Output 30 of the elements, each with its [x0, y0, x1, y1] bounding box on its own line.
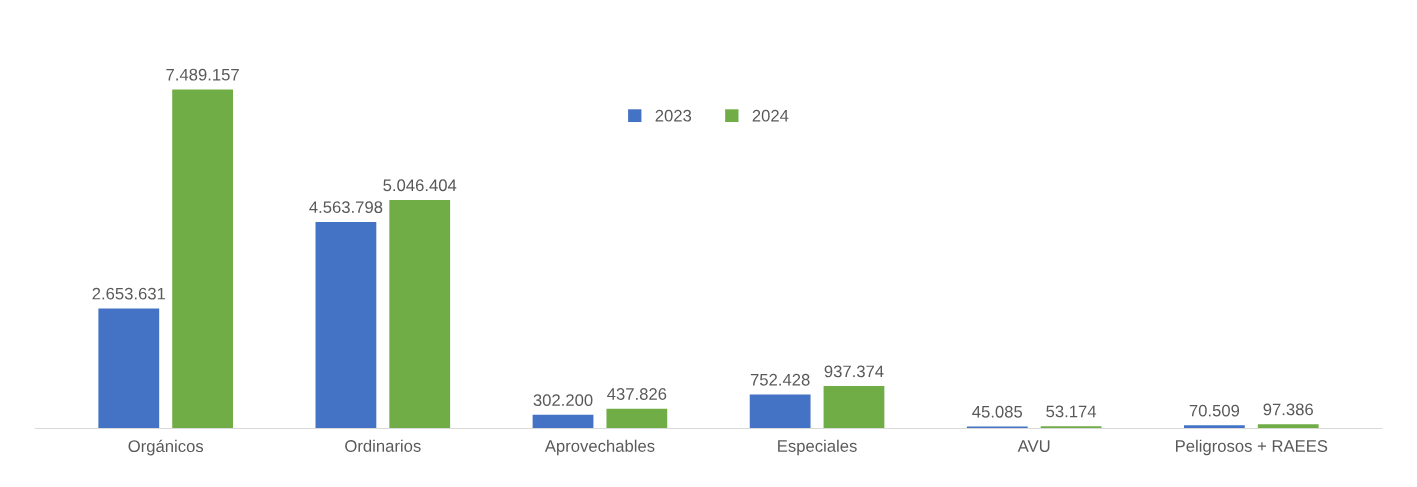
x-tick-label: Ordinarios [345, 439, 421, 452]
bar [1183, 425, 1245, 429]
data-label: 70.509 [1189, 404, 1240, 417]
data-label: 752.428 [750, 373, 810, 386]
data-label: 437.826 [607, 388, 667, 400]
bar [749, 394, 811, 429]
bar [315, 221, 377, 429]
bar [606, 408, 668, 429]
legend-label: 2024 [752, 109, 789, 122]
data-label: 302.200 [533, 394, 593, 407]
bar [823, 386, 885, 429]
x-tick-label: Aprovechables [544, 439, 655, 456]
x-tick-label: Especiales [778, 439, 857, 456]
bar [98, 308, 160, 429]
data-label: 937.374 [824, 365, 884, 378]
bar [532, 414, 594, 429]
bar [172, 89, 234, 429]
data-label: 5.046.404 [383, 179, 457, 192]
data-label: 45.085 [972, 405, 1023, 418]
data-label: 2.653.631 [92, 287, 166, 300]
data-label: 7.489.157 [166, 68, 239, 81]
x-tick-label: Peligrosos + RAEES [1176, 439, 1328, 456]
bar [1257, 424, 1319, 429]
bar [389, 200, 451, 429]
legend-label: 2023 [655, 109, 692, 122]
data-label: 53.174 [1046, 405, 1097, 418]
x-tick-label: Orgánicos [128, 439, 204, 456]
data-label: 97.386 [1263, 403, 1313, 416]
data-label: 4.563.798 [309, 201, 383, 214]
x-tick-label: AVU [1017, 440, 1050, 452]
